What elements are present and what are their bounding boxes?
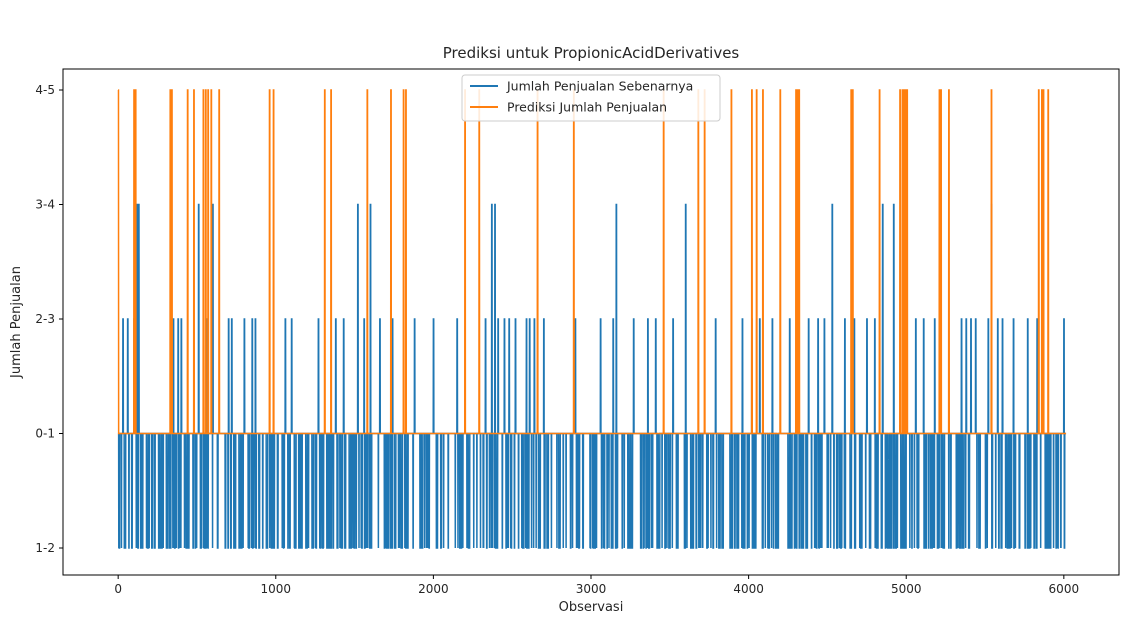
x-tick-label: 5000	[891, 582, 922, 596]
y-tick-label: 0-1	[35, 427, 55, 441]
chart-title: Prediksi untuk PropionicAcidDerivatives	[443, 44, 740, 62]
y-tick-label: 1-2	[35, 541, 55, 555]
series-line-actual	[117, 203, 1067, 549]
x-tick-label: 2000	[418, 582, 449, 596]
legend-label-actual: Jumlah Penjualan Sebenarnya	[506, 79, 693, 94]
x-tick-label: 0	[114, 582, 122, 596]
y-axis-label: Jumlah Penjualan	[9, 266, 24, 379]
x-tick-label: 3000	[576, 582, 607, 596]
x-tick-label: 1000	[261, 582, 292, 596]
legend-label-prediction: Prediksi Jumlah Penjualan	[507, 100, 667, 115]
legend-box	[461, 74, 721, 122]
x-axis-label: Observasi	[559, 600, 624, 615]
y-tick-label: 3-4	[35, 198, 55, 212]
y-tick-label: 4-5	[35, 83, 55, 97]
x-tick-label: 6000	[1049, 582, 1080, 596]
plot-area	[62, 68, 1120, 576]
x-tick-label: 4000	[733, 582, 764, 596]
y-tick-label: 2-3	[35, 312, 55, 326]
series-layer	[117, 89, 1067, 549]
series-line-prediction	[117, 89, 1067, 435]
y-axis: 1-2 0-1 2-3 3-4 4-5	[35, 83, 63, 555]
x-axis: 0 1000 2000 3000 4000 5000 6000	[114, 575, 1079, 596]
legend: Jumlah Penjualan Sebenarnya Prediksi Jum…	[461, 74, 721, 122]
